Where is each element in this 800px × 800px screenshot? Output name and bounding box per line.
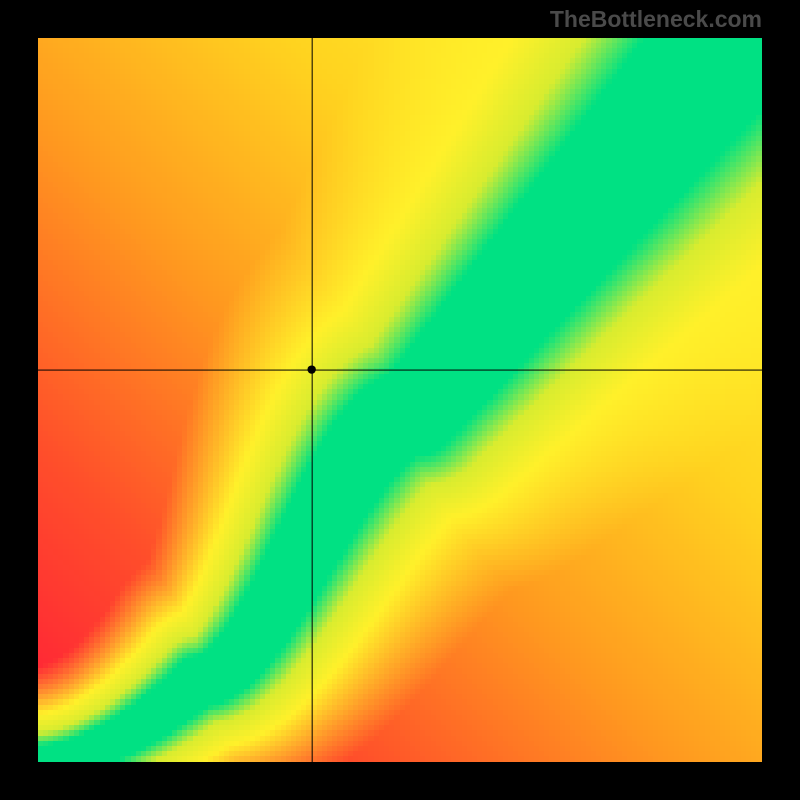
chart-container: TheBottleneck.com bbox=[0, 0, 800, 800]
watermark-text: TheBottleneck.com bbox=[550, 6, 762, 33]
heatmap-canvas bbox=[0, 0, 800, 800]
